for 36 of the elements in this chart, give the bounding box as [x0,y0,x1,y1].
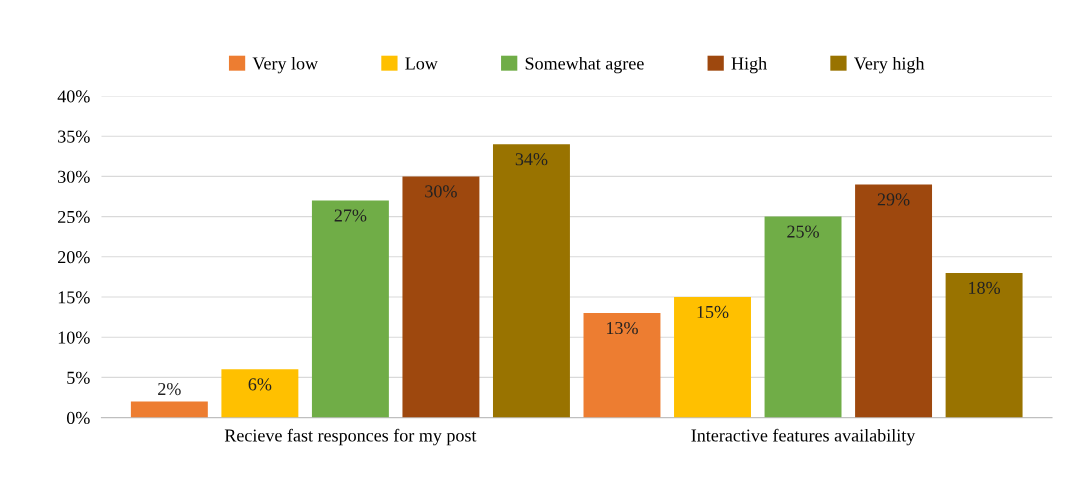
bar [221,369,299,418]
y-tick-label: 10% [58,331,90,344]
data-label: 18% [969,281,1001,294]
bar [945,272,1023,418]
data-label: 29% [877,193,910,206]
legend-label: Somewhat agree [525,56,644,74]
y-tick-label: 30% [58,170,90,183]
bar [583,313,661,418]
data-label: 6% [248,378,272,391]
bar [674,297,751,418]
bar [130,401,208,418]
data-label: 13% [607,321,638,335]
bar [855,184,933,418]
data-label: 2% [158,382,181,396]
legend-label: Very low [252,56,319,74]
data-label: 15% [697,305,729,319]
bar [311,200,389,418]
bar [402,176,480,418]
y-tick-label: 25% [58,210,90,224]
legend-label: Very high [854,56,925,74]
data-label: 27% [334,209,367,222]
y-tick-label: 40% [57,90,90,103]
y-tick-label: 35% [58,130,90,143]
y-tick-label: 20% [58,251,90,264]
y-tick-label: 15% [58,291,90,304]
y-tick-label: 0% [66,411,90,425]
legend-label: Low [405,57,438,70]
y-tick-label: 5% [67,371,90,384]
data-label: 30% [425,185,457,198]
data-label: 25% [787,225,819,238]
legend-label: High [731,56,767,74]
x-tick-label: Interactive features availability [691,428,916,446]
bar [492,144,570,418]
bar [764,216,842,418]
x-tick-label: Recieve fast responces for my post [224,428,477,446]
data-label: 34% [515,153,548,166]
